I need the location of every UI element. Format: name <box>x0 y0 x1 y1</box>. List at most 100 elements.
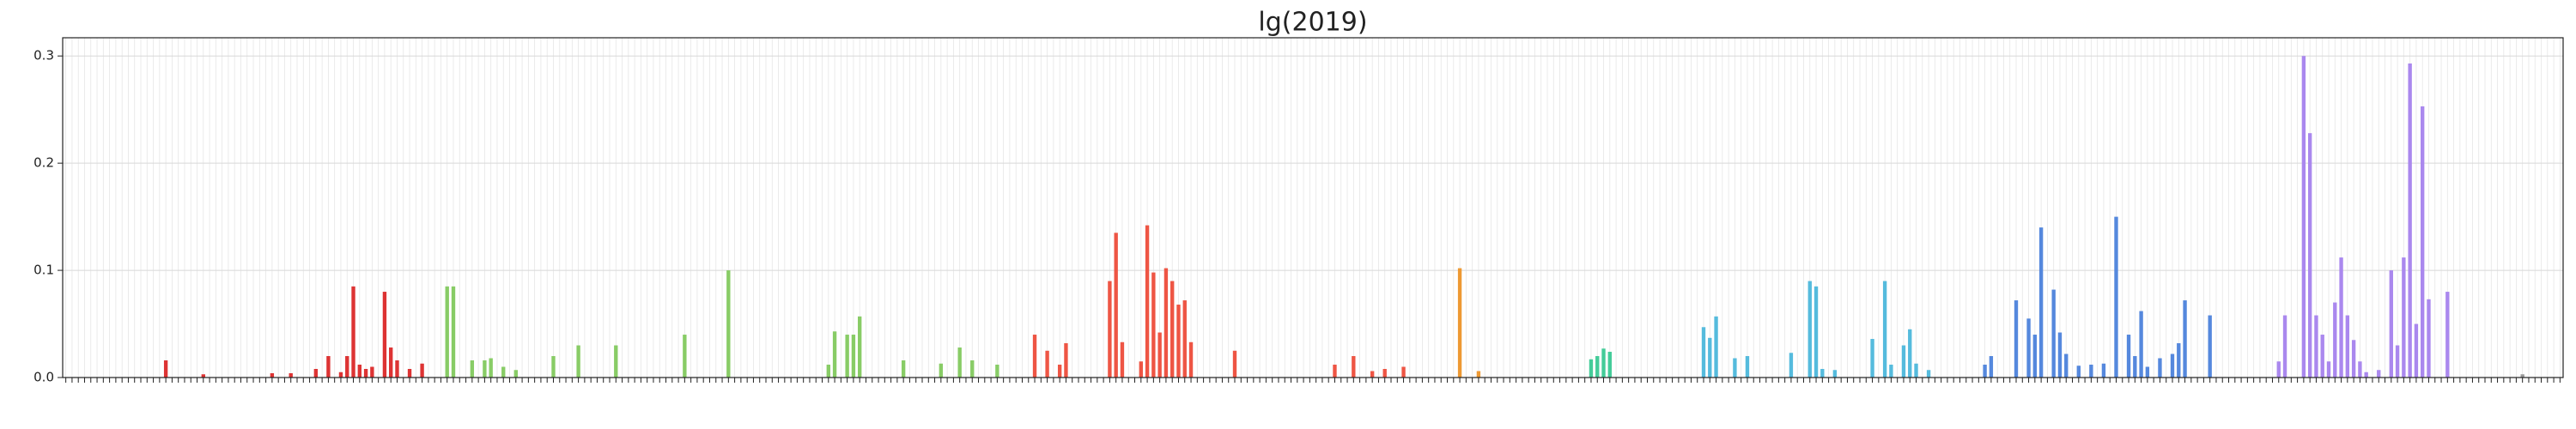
y-tick-label: 0.3 <box>33 48 54 63</box>
bar <box>513 370 518 378</box>
bar <box>1714 316 1718 378</box>
bar <box>363 369 368 378</box>
bar <box>2114 216 2118 378</box>
bar <box>389 347 393 378</box>
bar <box>901 360 906 378</box>
bar <box>1870 339 1874 378</box>
bar <box>1908 329 1912 378</box>
bar <box>2089 365 2093 378</box>
bar <box>2320 335 2324 378</box>
bar <box>2276 361 2281 378</box>
bar <box>683 335 687 378</box>
bar <box>2520 374 2524 378</box>
bar <box>370 366 374 378</box>
bar <box>1370 371 1375 378</box>
bar <box>576 345 580 378</box>
bar <box>1182 300 1187 378</box>
bar <box>2026 318 2031 378</box>
bar <box>2014 300 2019 378</box>
bar <box>2326 361 2331 378</box>
bar <box>2427 299 2431 378</box>
bar <box>2408 63 2412 378</box>
bar <box>2145 366 2150 378</box>
bar <box>445 286 449 378</box>
bar <box>726 270 731 378</box>
bar <box>1382 369 1387 378</box>
bar <box>1926 370 1931 378</box>
bar <box>2351 340 2356 378</box>
bar <box>2032 335 2038 378</box>
bar <box>2076 366 2081 378</box>
bar <box>1333 365 1337 378</box>
plot-frame <box>62 37 2564 378</box>
bar <box>489 358 493 378</box>
bar <box>451 286 456 378</box>
bar <box>1701 327 1706 378</box>
bar <box>2208 315 2212 378</box>
bar <box>851 335 856 378</box>
bar <box>1708 337 1712 378</box>
bar <box>1188 341 1194 378</box>
bar <box>470 360 475 378</box>
bar <box>2339 257 2343 378</box>
chart-title: lg(2019) <box>1258 8 1367 38</box>
bar <box>1045 350 1049 378</box>
bar <box>2333 302 2337 378</box>
y-tick-label: 0.0 <box>33 370 54 385</box>
bar <box>1145 225 1150 378</box>
bar <box>1232 350 1237 378</box>
bar <box>395 360 399 378</box>
bar <box>2345 315 2350 378</box>
bar <box>2051 289 2056 378</box>
bar <box>970 360 975 378</box>
bar <box>1032 335 1037 378</box>
bar <box>614 345 618 378</box>
bar <box>1607 352 1612 378</box>
bar <box>2364 372 2368 378</box>
bar <box>2282 315 2287 378</box>
bar <box>1108 281 1112 378</box>
bar <box>845 335 849 378</box>
bar <box>1064 343 1068 378</box>
bar <box>2389 270 2393 378</box>
bar <box>1983 365 1987 378</box>
bar <box>1889 365 1893 378</box>
bar <box>1745 356 1750 378</box>
bar <box>2414 323 2419 378</box>
bar <box>407 369 412 378</box>
bar <box>2170 353 2175 378</box>
bar <box>1882 281 1887 378</box>
bar <box>1789 353 1794 378</box>
bar <box>338 372 343 378</box>
bar <box>163 360 168 378</box>
bar <box>2133 356 2137 378</box>
bar <box>1057 365 1062 378</box>
bar <box>1832 370 1838 378</box>
bar <box>1476 371 1481 378</box>
bar <box>939 363 944 378</box>
bar <box>2126 335 2131 378</box>
bar <box>2139 311 2143 378</box>
bar <box>345 356 349 378</box>
bar <box>1589 359 1594 378</box>
bar <box>1820 369 1825 378</box>
bar <box>420 363 424 378</box>
bar <box>351 286 355 378</box>
bar <box>1733 358 1737 378</box>
bar <box>2358 361 2362 378</box>
bar <box>1163 268 1169 378</box>
bar <box>313 369 319 378</box>
bar <box>1170 281 1175 378</box>
bar <box>270 373 275 378</box>
bar <box>2301 56 2306 378</box>
bar <box>2421 106 2425 378</box>
bar <box>957 347 962 378</box>
bar <box>2314 315 2318 378</box>
bar <box>858 316 862 378</box>
bar <box>2307 133 2312 378</box>
bar <box>826 365 830 378</box>
bar <box>1352 356 1356 378</box>
bar <box>289 373 293 378</box>
bar <box>1914 363 1918 378</box>
